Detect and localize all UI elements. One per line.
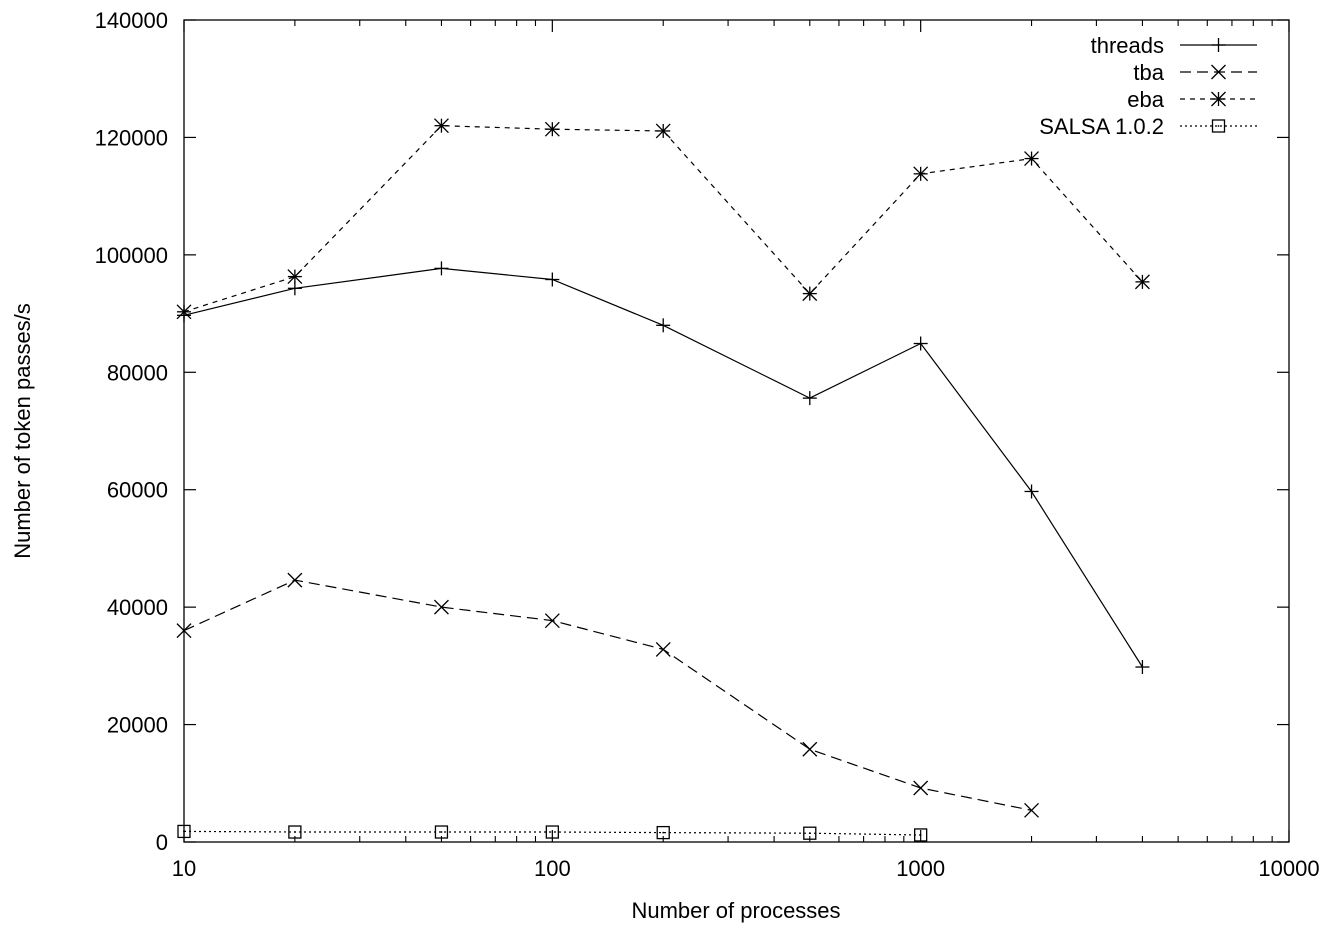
y-tick-label: 80000 [107, 360, 168, 385]
data-point [913, 780, 929, 796]
data-point [1211, 91, 1226, 107]
marker-stroke [433, 118, 449, 134]
marker-square [656, 825, 670, 840]
marker-stroke [1024, 151, 1040, 167]
marker-stroke [655, 641, 671, 657]
marker-dot [1217, 125, 1220, 127]
data-point [1211, 64, 1226, 80]
marker-dot [183, 830, 185, 833]
series-lines [183, 125, 1143, 836]
x-tick-label: 10000 [1258, 856, 1319, 881]
data-point [176, 623, 192, 639]
marker-dot [551, 831, 554, 833]
marker-square [545, 825, 559, 839]
marker-dot [919, 834, 922, 836]
data-point [913, 336, 928, 351]
data-point [656, 825, 670, 840]
data-point [288, 825, 302, 839]
y-axis-label: Number of token passes/s [10, 303, 35, 559]
data-point [177, 824, 191, 839]
marker-stroke [1211, 64, 1226, 80]
data-point [176, 304, 192, 320]
data-point [1024, 802, 1040, 818]
marker-dot [662, 831, 665, 834]
marker-stroke [176, 623, 192, 639]
data-point [1211, 119, 1226, 133]
legend-label: SALSA 1.0.2 [1039, 114, 1164, 139]
marker-stroke [287, 269, 303, 285]
data-point [802, 741, 818, 757]
marker-square [434, 825, 449, 839]
marker-square [177, 824, 191, 839]
legend-label: threads [1091, 33, 1164, 58]
y-tick-label: 120000 [95, 125, 168, 150]
data-point [434, 825, 449, 839]
data-point [544, 613, 560, 629]
data-point [1024, 484, 1039, 499]
marker-stroke [802, 741, 818, 757]
axis-ticks: 0 20000 40000 60000 80000 100000 120000 140000 1… [95, 8, 1320, 881]
x-tick-label: 100 [534, 856, 571, 881]
data-point [433, 599, 449, 615]
y-tick-label: 0 [156, 830, 168, 855]
data-point [655, 123, 671, 139]
marker-square [288, 825, 302, 839]
marker-dot [293, 831, 296, 833]
legend-label: tba [1133, 60, 1164, 85]
y-tick-label: 100000 [95, 243, 168, 268]
data-point [1135, 660, 1150, 675]
y-tick-label: 40000 [107, 595, 168, 620]
plot-frame [183, 19, 1290, 843]
marker-stroke [1024, 802, 1040, 818]
legend-label: eba [1127, 87, 1164, 112]
marker-stroke [913, 780, 929, 796]
marker-stroke [655, 123, 671, 139]
data-point [287, 572, 303, 588]
data-point [802, 391, 817, 406]
marker-square [803, 826, 817, 840]
marker-dot [440, 831, 443, 833]
data-point [655, 641, 671, 657]
data-point [914, 828, 928, 842]
marker-dot [808, 832, 811, 835]
data-point [1134, 274, 1150, 290]
data-point [433, 118, 449, 134]
y-tick-label: 140000 [95, 8, 168, 33]
marker-stroke [802, 286, 818, 302]
data-point [1211, 38, 1226, 52]
marker-square [1211, 119, 1226, 133]
marker-stroke [287, 572, 303, 588]
data-point [1024, 151, 1040, 167]
series-line [183, 579, 1032, 811]
data-point [803, 826, 817, 840]
marker-stroke [544, 121, 560, 137]
data-point [545, 825, 559, 839]
y-tick-label: 20000 [107, 713, 168, 738]
marker-stroke [913, 166, 929, 182]
series-markers [176, 118, 1150, 842]
data-point [802, 286, 818, 302]
x-axis-label: Number of processes [631, 898, 840, 923]
data-point [287, 269, 303, 285]
data-point [544, 121, 560, 137]
marker-square [914, 828, 928, 842]
y-tick-label: 60000 [107, 478, 168, 503]
data-point [434, 261, 449, 276]
data-point [913, 166, 929, 182]
data-point [545, 272, 560, 287]
marker-stroke [176, 304, 192, 320]
data-point [656, 318, 671, 333]
marker-stroke [1134, 274, 1150, 290]
marker-stroke [544, 613, 560, 629]
x-tick-label: 10 [172, 856, 196, 881]
marker-stroke [1211, 91, 1226, 107]
data-point [287, 281, 302, 296]
marker-stroke [433, 599, 449, 615]
x-tick-label: 1000 [896, 856, 945, 881]
